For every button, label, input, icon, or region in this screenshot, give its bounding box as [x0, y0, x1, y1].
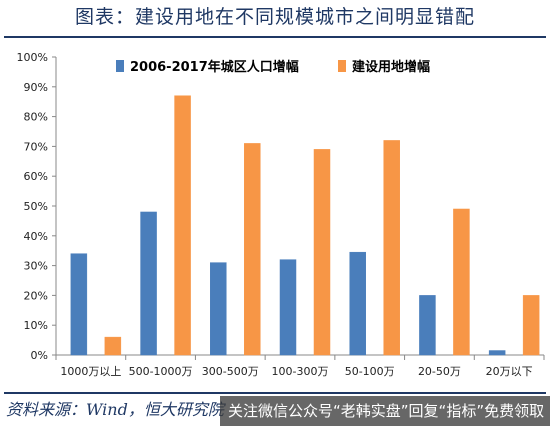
watermark-banner: 关注微信公众号“老韩实盘”回复“指标”免费领取 — [220, 396, 550, 426]
bar-land-4 — [383, 140, 400, 356]
bar-land-0 — [104, 336, 122, 356]
y-tick-label: 50% — [24, 200, 48, 213]
bar-land-1 — [174, 95, 191, 356]
y-tick-label: 60% — [24, 170, 48, 183]
y-tick-label: 80% — [24, 111, 48, 124]
bar-population-4 — [349, 251, 366, 356]
x-tick-label: 300-500万 — [202, 365, 259, 378]
bar-population-5 — [419, 295, 436, 356]
bar-population-3 — [279, 259, 297, 356]
x-tick-label: 500-1000万 — [129, 365, 193, 378]
bar-land-5 — [453, 208, 470, 356]
y-tick-label: 30% — [24, 260, 48, 273]
y-tick-label: 40% — [24, 230, 48, 243]
legend-label-1: 建设用地增幅 — [352, 59, 430, 75]
x-tick-label: 50-100万 — [345, 365, 395, 378]
chart-title: 图表：建设用地在不同规模城市之间明显错配 — [74, 6, 475, 28]
bar-population-0 — [70, 253, 88, 356]
y-tick-label: 100% — [17, 51, 48, 64]
x-tick-label: 20-50万 — [418, 365, 461, 378]
bar-population-2 — [210, 262, 227, 356]
y-tick-label: 20% — [24, 289, 48, 302]
legend-swatch-1 — [338, 60, 346, 72]
bar-land-3 — [313, 149, 331, 356]
legend-swatch-0 — [116, 60, 124, 72]
x-tick-label: 1000万以上 — [60, 365, 121, 378]
x-tick-label: 20万以下 — [486, 365, 533, 378]
top-rule — [4, 36, 546, 38]
x-tick-label: 100-300万 — [272, 365, 329, 378]
source-note: 资料来源：Wind，恒大研究院 — [6, 400, 224, 419]
legend-label-0: 2006-2017年城区人口增幅 — [130, 59, 299, 75]
y-tick-label: 90% — [24, 81, 48, 94]
bar-population-1 — [140, 211, 157, 356]
y-tick-label: 10% — [24, 319, 48, 332]
y-tick-label: 70% — [24, 140, 48, 153]
bottom-rule — [4, 392, 546, 394]
y-tick-label: 0% — [31, 349, 48, 362]
bar-population-6 — [488, 350, 506, 356]
bar-land-6 — [522, 295, 540, 356]
bar-land-2 — [244, 143, 261, 356]
